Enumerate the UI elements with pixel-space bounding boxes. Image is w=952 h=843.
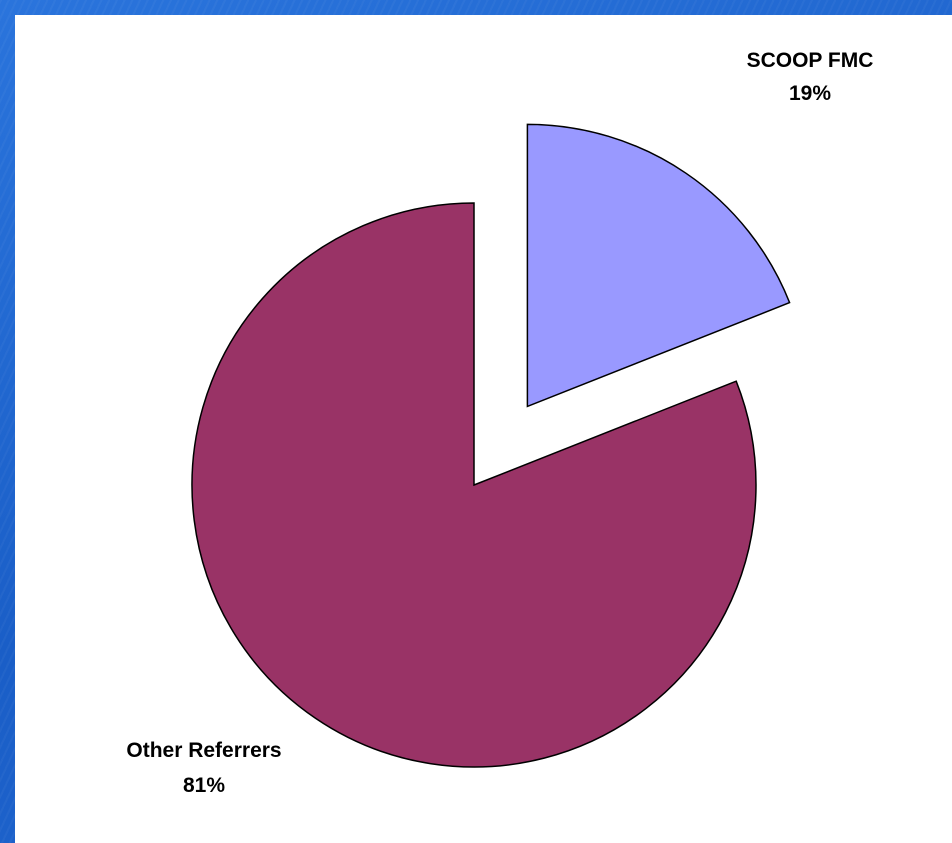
pie-slice-other-referrers — [191, 202, 757, 768]
pie-chart: SCOOP FMC 19% Other Referrers 81% — [126, 49, 874, 797]
slice-label-other-referrers-percent: 81% — [183, 774, 225, 797]
slice-label-scoop-fmc-percent: 19% — [789, 82, 831, 105]
pie-slice-scoop-fmc — [526, 123, 791, 408]
slice-label-other-referrers-name: Other Referrers — [126, 739, 281, 762]
slice-label-scoop-fmc-name: SCOOP FMC — [747, 49, 874, 72]
chart-panel: SCOOP FMC 19% Other Referrers 81% — [15, 15, 952, 843]
